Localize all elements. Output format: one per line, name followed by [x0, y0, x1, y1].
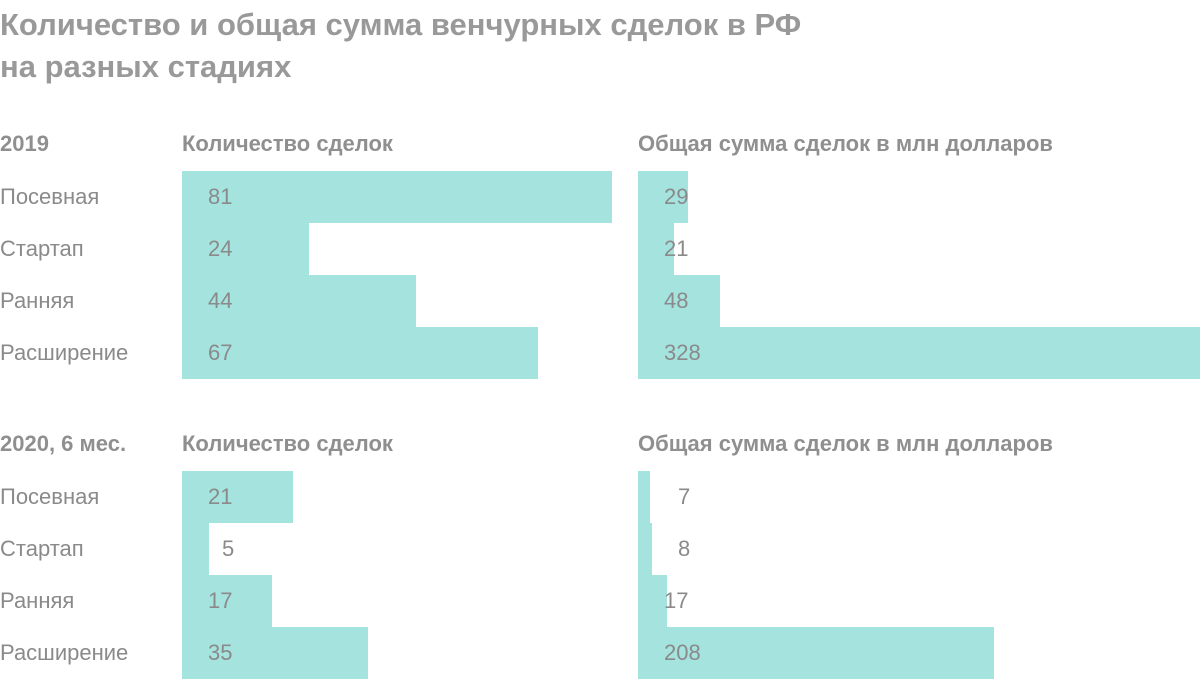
- data-label: 8: [678, 536, 691, 561]
- bar: [638, 223, 674, 275]
- data-label: 48: [664, 288, 689, 313]
- bar: [638, 627, 995, 679]
- bar: [638, 327, 1200, 379]
- bar: [182, 523, 209, 575]
- bar: [638, 523, 652, 575]
- bar: [182, 223, 310, 275]
- data-label: 21: [208, 484, 233, 509]
- bar: [182, 327, 538, 379]
- data-label: 328: [664, 340, 701, 365]
- data-label: 24: [208, 236, 233, 261]
- category-label: Ранняя: [0, 288, 75, 313]
- data-label: 7: [678, 484, 691, 509]
- bar: [182, 627, 368, 679]
- bar: [182, 471, 294, 523]
- data-label: 208: [664, 640, 701, 665]
- bar: [638, 471, 650, 523]
- data-label: 21: [664, 236, 689, 261]
- data-label: 81: [208, 184, 233, 209]
- period-label: 2020, 6 мес.: [0, 431, 127, 456]
- panel-title: Общая сумма сделок в млн долларов: [638, 431, 1053, 456]
- category-label: Ранняя: [0, 588, 75, 613]
- bar: [638, 275, 721, 327]
- category-label: Стартап: [0, 236, 84, 261]
- category-label: Посевная: [0, 484, 100, 509]
- data-label: 35: [208, 640, 233, 665]
- data-label: 17: [208, 588, 233, 613]
- panel-title: Количество сделок: [182, 131, 393, 156]
- bar: [182, 275, 416, 327]
- chart-title: Количество и общая сумма венчурных сдело…: [0, 4, 1000, 88]
- panel-title: Общая сумма сделок в млн долларов: [638, 131, 1053, 156]
- category-label: Стартап: [0, 536, 84, 561]
- data-label: 67: [208, 340, 233, 365]
- data-label: 17: [664, 588, 689, 613]
- category-label: Расширение: [0, 640, 129, 665]
- bar: [638, 575, 668, 627]
- data-label: 44: [208, 288, 233, 313]
- category-label: Расширение: [0, 340, 129, 365]
- chart-title-line-1: Количество и общая сумма венчурных сдело…: [0, 7, 802, 42]
- chart-title-line-2: на разных стадиях: [0, 49, 292, 84]
- data-label: 29: [664, 184, 689, 209]
- bar: [182, 575, 273, 627]
- period-label: 2019: [0, 131, 49, 156]
- category-label: Посевная: [0, 184, 100, 209]
- bar: [182, 171, 612, 223]
- panel-title: Количество сделок: [182, 431, 393, 456]
- data-label: 5: [222, 536, 235, 561]
- bar: [638, 171, 688, 223]
